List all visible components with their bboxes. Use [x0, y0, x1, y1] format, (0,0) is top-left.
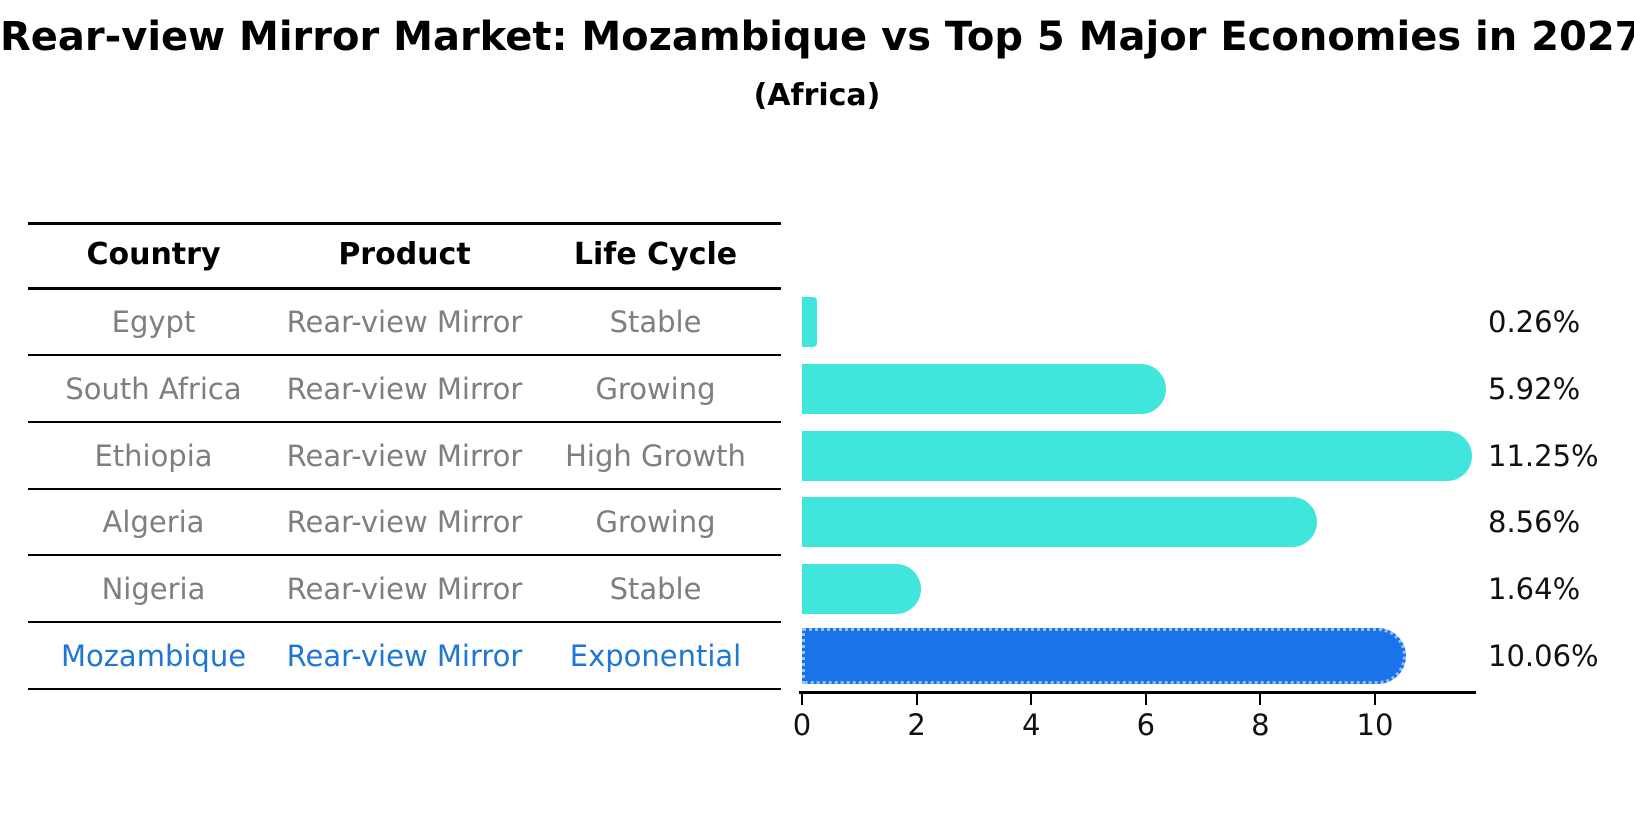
x-axis-tick: [801, 694, 803, 705]
table-row-rule: [28, 421, 781, 423]
table-header-rule: [28, 287, 781, 290]
chart-title: Rear-view Mirror Market: Mozambique vs T…: [0, 14, 1634, 60]
x-axis-tick: [915, 694, 918, 705]
row-country: Mozambique: [60, 638, 247, 673]
x-axis-tick-label: 6: [1136, 708, 1156, 742]
row-product: Rear-view Mirror: [286, 505, 523, 539]
table-row-rule: [28, 488, 781, 490]
bar-value-label: 1.64%: [1488, 571, 1581, 606]
x-axis-tick: [1144, 694, 1147, 705]
funnel-bar: [802, 363, 1167, 414]
funnel-bar-highlight: [802, 627, 1407, 684]
row-product: Rear-view Mirror: [286, 304, 523, 339]
bar-value-label: 8.56%: [1488, 505, 1581, 539]
x-axis-tick: [1259, 694, 1262, 705]
row-country: South Africa: [65, 371, 242, 406]
bar-value-label: 11.25%: [1488, 438, 1599, 473]
row-lifecycle: Growing: [595, 505, 716, 539]
funnel-bar: [802, 497, 1318, 547]
column-header-product: Product: [338, 237, 471, 272]
x-axis-tick-label: 10: [1356, 708, 1394, 742]
column-header-country: Country: [86, 237, 221, 272]
funnel-bar: [802, 296, 817, 347]
x-axis-tick-label: 4: [1021, 708, 1041, 742]
row-country: Ethiopia: [94, 438, 213, 473]
row-lifecycle: Stable: [609, 571, 702, 606]
x-axis-tick: [1030, 694, 1033, 705]
row-product: Rear-view Mirror: [286, 571, 523, 606]
row-country: Egypt: [111, 304, 196, 339]
table-row-rule: [28, 621, 781, 623]
x-axis-tick: [1374, 694, 1376, 705]
x-axis-tick-label: 2: [907, 708, 926, 742]
table-row-rule: [28, 554, 781, 556]
row-product: Rear-view Mirror: [286, 438, 523, 473]
x-axis-tick-label: 0: [792, 708, 812, 742]
chart-subtitle: (Africa): [753, 78, 881, 113]
bar-value-label: 10.06%: [1488, 638, 1599, 673]
x-axis-tick-label: 8: [1251, 708, 1270, 742]
table-top-rule: [28, 222, 781, 225]
row-product: Rear-view Mirror: [286, 638, 523, 673]
row-product: Rear-view Mirror: [286, 371, 523, 406]
table-row-rule: [28, 354, 781, 356]
row-lifecycle: Growing: [595, 371, 716, 406]
column-header-lifecycle: Life Cycle: [573, 237, 738, 272]
row-lifecycle: Stable: [609, 304, 702, 339]
table-row-rule: [28, 688, 781, 690]
row-lifecycle: Exponential: [569, 638, 742, 673]
x-axis-line: [799, 691, 1476, 694]
funnel-bar: [802, 563, 921, 614]
bar-value-label: 5.92%: [1488, 371, 1581, 406]
bar-value-label: 0.26%: [1488, 304, 1581, 339]
funnel-bar: [802, 430, 1472, 481]
row-lifecycle: High Growth: [565, 438, 746, 473]
row-country: Algeria: [102, 505, 205, 539]
row-country: Nigeria: [101, 571, 206, 606]
